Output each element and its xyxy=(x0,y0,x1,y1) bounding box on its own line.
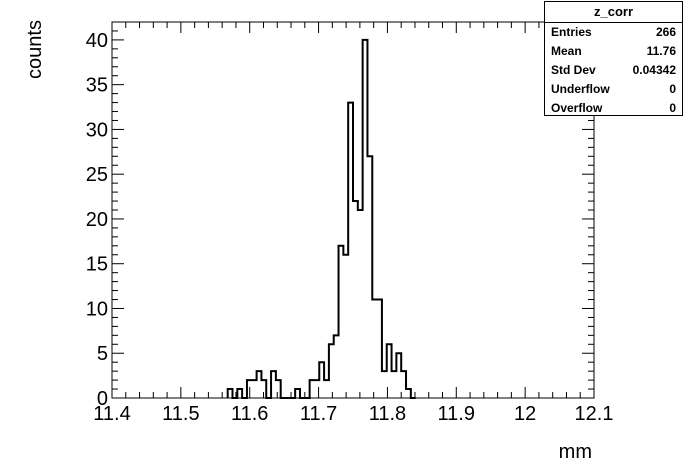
y-tick-label: 15 xyxy=(86,254,108,276)
stats-value: 0 xyxy=(669,101,676,115)
stats-label: Std Dev xyxy=(551,63,596,77)
stats-label: Overflow xyxy=(551,101,603,115)
axis-tick-labels: 11.4 11.5 11.6 11.7 11.8 11.9 12 12.1 0 5 10 15 20 25… xyxy=(86,30,614,425)
x-tick-label: 12.1 xyxy=(575,403,614,425)
x-tick-label: 12 xyxy=(514,403,536,425)
stats-value: 0 xyxy=(669,82,676,96)
y-tick-label: 25 xyxy=(86,164,108,186)
stats-row-underflow: Underflow 0 xyxy=(545,80,682,99)
axis-ticks xyxy=(111,21,595,399)
x-axis-label: mm xyxy=(559,441,592,463)
y-tick-label: 35 xyxy=(86,75,108,97)
y-tick-label: 0 xyxy=(97,388,108,410)
y-axis-label: counts xyxy=(24,20,46,79)
stats-value: 266 xyxy=(655,25,676,39)
x-tick-label: 11.5 xyxy=(162,403,199,425)
y-tick-label: 40 xyxy=(86,30,108,52)
x-tick-label: 11.8 xyxy=(369,403,406,425)
y-tick-label: 5 xyxy=(97,343,108,365)
stats-row-mean: Mean 11.76 xyxy=(545,42,682,61)
y-tick-label: 10 xyxy=(86,298,108,320)
y-tick-label: 20 xyxy=(86,209,108,231)
y-tick-label: 30 xyxy=(86,119,108,141)
histogram-line xyxy=(226,38,416,399)
stats-label: Mean xyxy=(551,44,582,58)
x-tick-label: 11.4 xyxy=(93,403,130,425)
stats-value: 0.04342 xyxy=(632,63,676,77)
stats-label: Entries xyxy=(551,25,592,39)
stats-box: z_corr Entries 266 Mean 11.76 Std Dev 0.043… xyxy=(544,1,683,116)
x-tick-label: 11.7 xyxy=(300,403,337,425)
stats-row-entries: Entries 266 xyxy=(545,23,682,42)
stats-title: z_corr xyxy=(545,2,682,23)
stats-label: Underflow xyxy=(551,82,610,96)
x-tick-label: 11.6 xyxy=(231,403,268,425)
plot-frame xyxy=(111,21,595,399)
stats-row-overflow: Overflow 0 xyxy=(545,99,682,118)
stats-value: 11.76 xyxy=(646,44,676,58)
stats-row-stddev: Std Dev 0.04342 xyxy=(545,61,682,80)
x-tick-label: 11.9 xyxy=(438,403,475,425)
